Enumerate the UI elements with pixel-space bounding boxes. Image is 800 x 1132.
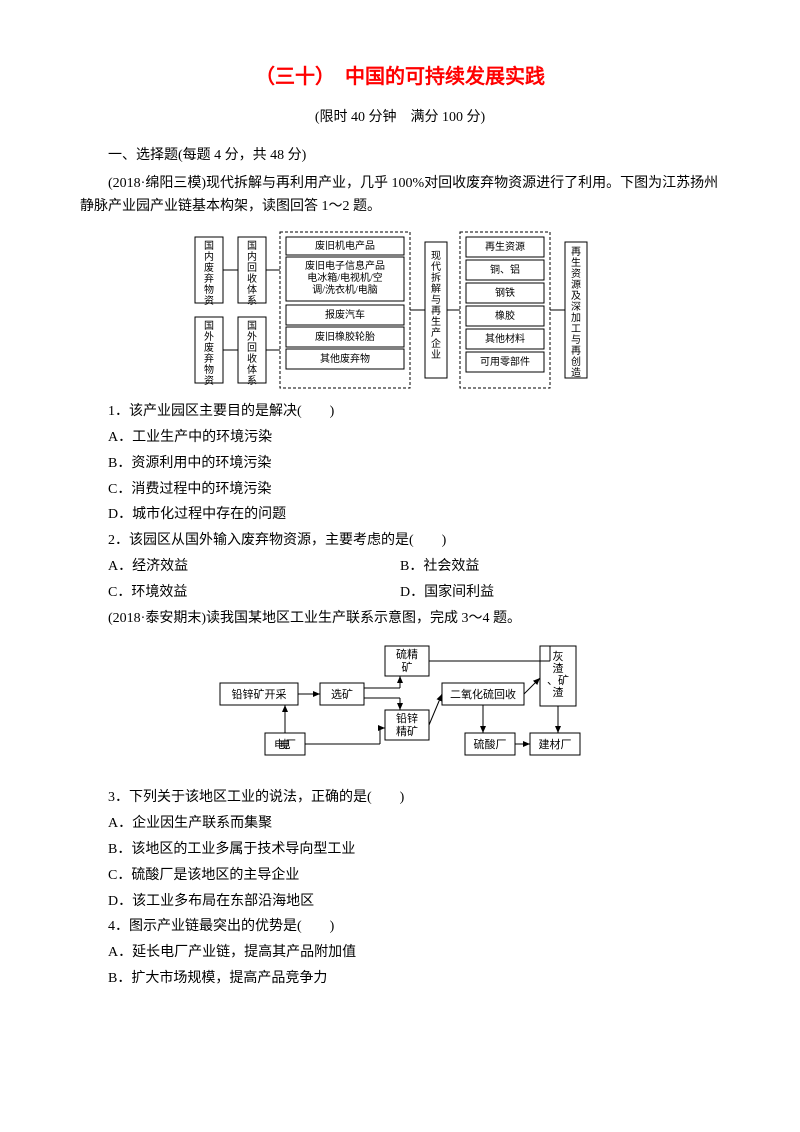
svg-text:灰: 灰: [553, 649, 564, 663]
svg-text:再生资源: 再生资源: [485, 240, 525, 253]
q3-opt-d: D．该工业多布局在东部沿海地区: [80, 890, 720, 914]
svg-text:、矿: 、矿: [547, 674, 569, 687]
q1-opt-d: D．城市化过程中存在的问题: [80, 503, 720, 527]
svg-text:建材厂: 建材厂: [539, 737, 572, 751]
q2-opt-b: B．社会效益: [400, 555, 720, 579]
svg-text:钢铁: 钢铁: [495, 286, 515, 299]
q1-opt-b: B．资源利用中的环境污染: [80, 452, 720, 476]
q2-opt-d: D．国家间利益: [400, 581, 720, 605]
q2-stem: 2．该园区从国外输入废弃物资源，主要考虑的是( ): [80, 529, 720, 553]
q1-opt-a: A．工业生产中的环境污染: [80, 426, 720, 450]
svg-text:电厂: 电厂: [274, 738, 296, 751]
svg-text:现代拆解与再生产企业: 现代拆解与再生产企业: [431, 250, 441, 361]
q1-opt-c: C．消费过程中的环境污染: [80, 478, 720, 502]
svg-text:废旧橡胶轮胎: 废旧橡胶轮胎: [315, 330, 375, 343]
svg-text:二氧化硫回收: 二氧化硫回收: [450, 687, 516, 701]
svg-text:硫精: 硫精: [396, 647, 418, 661]
diagram-1: 国内废弃物资 国外废弃物资 国内回收体系 国外回收体系 废旧机电产品 废旧电子信…: [190, 227, 610, 392]
page-subtitle: (限时 40 分钟 满分 100 分): [80, 106, 720, 130]
q2-opt-c: C．环境效益: [80, 581, 400, 605]
svg-text:其他材料: 其他材料: [485, 332, 525, 345]
diagram-2: 铅锌矿开采 选矿 电 电厂 硫精矿 铅锌精矿 二氧化硫回收 硫酸厂 灰渣、矿渣 …: [210, 638, 590, 778]
svg-text:报废汽车: 报废汽车: [325, 308, 365, 321]
diagram-2-container: 铅锌矿开采 选矿 电 电厂 硫精矿 铅锌精矿 二氧化硫回收 硫酸厂 灰渣、矿渣 …: [80, 638, 720, 778]
section-1-heading: 一、选择题(每题 4 分，共 48 分): [80, 144, 720, 168]
svg-text:调/洗衣机/电脑: 调/洗衣机/电脑: [312, 283, 378, 296]
svg-text:国内废弃物资: 国内废弃物资: [204, 240, 214, 307]
svg-text:铜、铝: 铜、铝: [490, 264, 520, 276]
svg-text:国内回收体系: 国内回收体系: [247, 240, 257, 307]
svg-text:铅锌矿开采: 铅锌矿开采: [232, 687, 287, 701]
svg-text:废旧电子信息产品: 废旧电子信息产品: [305, 259, 385, 272]
svg-text:铅锌: 铅锌: [396, 711, 418, 725]
passage-1: (2018·绵阳三模)现代拆解与再利用产业，几乎 100%对回收废弃物资源进行了…: [80, 172, 720, 220]
q4-stem: 4．图示产业链最突出的优势是( ): [80, 915, 720, 939]
svg-text:废旧机电产品: 废旧机电产品: [315, 239, 375, 252]
svg-text:其他废弃物: 其他废弃物: [320, 352, 370, 365]
q3-opt-a: A．企业因生产联系而集聚: [80, 812, 720, 836]
svg-text:选矿: 选矿: [331, 688, 353, 701]
q2-opt-a: A．经济效益: [80, 555, 400, 579]
svg-text:矿: 矿: [402, 661, 413, 674]
svg-text:精矿: 精矿: [396, 725, 418, 738]
q3-stem: 3．下列关于该地区工业的说法，正确的是( ): [80, 786, 720, 810]
svg-text:国外废弃物资: 国外废弃物资: [204, 320, 214, 387]
svg-text:电冰箱/电视机/空: 电冰箱/电视机/空: [307, 271, 383, 284]
page-title: （三十） 中国的可持续发展实践: [80, 60, 720, 94]
q3-opt-c: C．硫酸厂是该地区的主导企业: [80, 864, 720, 888]
svg-text:再生资源及深加工与再创造: 再生资源及深加工与再创造: [571, 246, 581, 379]
passage-2: (2018·泰安期末)读我国某地区工业生产联系示意图，完成 3～4 题。: [80, 607, 720, 631]
svg-text:橡胶: 橡胶: [495, 309, 515, 322]
q3-opt-b: B．该地区的工业多属于技术导向型工业: [80, 838, 720, 862]
svg-text:渣: 渣: [553, 685, 564, 699]
svg-text:硫酸厂: 硫酸厂: [474, 737, 507, 751]
svg-text:可用零部件: 可用零部件: [480, 355, 530, 368]
svg-text:国外回收体系: 国外回收体系: [247, 320, 257, 387]
q4-opt-b: B．扩大市场规模，提高产品竞争力: [80, 967, 720, 991]
q1-stem: 1．该产业园区主要目的是解决( ): [80, 400, 720, 424]
svg-text:渣: 渣: [553, 661, 564, 675]
diagram-1-container: 国内废弃物资 国外废弃物资 国内回收体系 国外回收体系 废旧机电产品 废旧电子信…: [80, 227, 720, 392]
q4-opt-a: A．延长电厂产业链，提高其产品附加值: [80, 941, 720, 965]
